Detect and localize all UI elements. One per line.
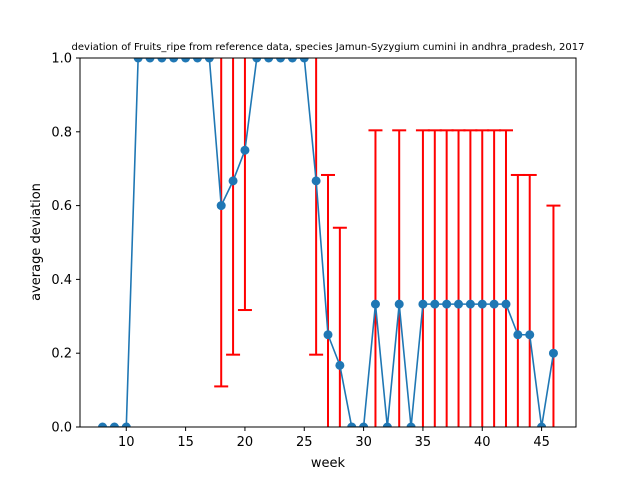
x-tick-label: 35	[415, 435, 432, 450]
y-tick-label: 0.8	[51, 125, 72, 140]
data-point	[335, 360, 345, 370]
data-point	[382, 422, 392, 427]
y-tick-label: 1.0	[51, 52, 72, 67]
data-point	[501, 299, 511, 309]
plot-area	[98, 58, 561, 427]
data-point	[121, 422, 131, 427]
data-point	[181, 58, 191, 63]
data-point	[204, 58, 214, 63]
data-point	[442, 299, 452, 309]
x-axis-title: week	[311, 456, 346, 471]
axes: 10 15 20 25 30 35 40 45 0.0 0.2 0.4 0.6 0.8 1.0	[51, 52, 577, 450]
data-point	[394, 299, 404, 309]
data-point	[157, 58, 167, 63]
x-tick-label: 40	[474, 435, 491, 450]
data-point	[370, 299, 380, 309]
data-point	[98, 422, 108, 427]
data-point	[192, 58, 202, 63]
x-tick-label: 10	[118, 435, 135, 450]
data-point	[489, 299, 499, 309]
data-point	[347, 422, 357, 427]
data-point	[548, 348, 558, 358]
plot-content	[98, 58, 561, 427]
y-tick-label: 0.2	[51, 347, 72, 362]
data-point	[133, 58, 143, 63]
data-point	[240, 145, 250, 155]
data-point	[418, 299, 428, 309]
data-point	[525, 330, 535, 340]
x-tick-label: 20	[237, 435, 254, 450]
data-point	[276, 58, 286, 63]
data-point	[287, 58, 297, 63]
data-point	[406, 422, 416, 427]
data-point	[169, 58, 179, 63]
data-point	[299, 58, 309, 63]
data-point	[513, 330, 523, 340]
x-tick-label: 45	[533, 435, 550, 450]
data-point	[430, 299, 440, 309]
chart-title: deviation of Fruits_ripe from reference …	[72, 42, 585, 53]
y-axis-title: average deviation	[29, 183, 44, 301]
data-point	[252, 58, 262, 63]
data-point	[228, 176, 238, 186]
x-tick-label: 15	[177, 435, 194, 450]
data-point	[109, 422, 119, 427]
y-tick-label: 0.0	[51, 421, 72, 436]
y-tick-label: 0.6	[51, 199, 72, 214]
data-point	[323, 330, 333, 340]
data-point	[359, 422, 369, 427]
data-point	[216, 201, 226, 211]
data-point	[465, 299, 475, 309]
y-tick-label: 0.4	[51, 273, 72, 288]
data-point	[454, 299, 464, 309]
x-tick-label: 30	[355, 435, 372, 450]
x-tick-label: 25	[296, 435, 313, 450]
data-point	[311, 176, 321, 186]
axes-frame	[79, 57, 577, 428]
data-point	[537, 422, 547, 427]
data-point	[264, 58, 274, 63]
data-point	[477, 299, 487, 309]
data-point	[145, 58, 155, 63]
